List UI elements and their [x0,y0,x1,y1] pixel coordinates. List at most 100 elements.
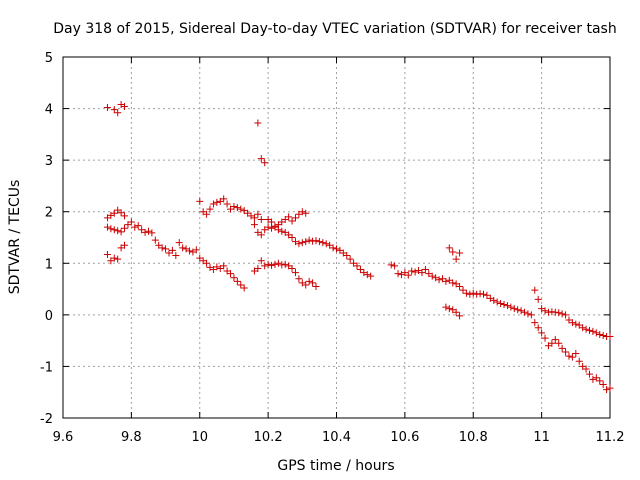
data-point [117,209,125,217]
data-point [203,259,211,267]
x-tick-labels: 9.6 9.8 10 10.2 10.4 10.6 10.8 11 11.2 [53,430,625,445]
data-point [315,238,323,246]
data-point [288,234,296,241]
data-point [592,329,600,337]
y-tick-label: -2 [40,412,53,427]
data-point [278,261,286,269]
data-point [589,327,597,335]
data-point [254,264,262,272]
data-point [213,198,221,206]
data-point [603,386,611,394]
data-point [114,227,122,235]
data-point [233,277,241,285]
data-point [103,251,111,259]
data-point [250,214,258,222]
data-point [298,239,306,247]
data-point [534,324,542,332]
x-tick-label: 10.8 [459,430,488,445]
data-point [476,290,484,298]
y-tick-label: -1 [40,360,53,375]
data-point [192,246,200,254]
data-point [179,244,187,252]
data-point [257,215,265,223]
data-point [117,228,125,236]
data-point [291,214,299,222]
data-point [524,310,532,318]
y-tick-label: 2 [45,206,53,221]
data-point [329,244,337,252]
data-point [131,223,139,231]
data-point [110,254,118,262]
data-point [227,270,235,278]
data-point [534,295,542,303]
data-point [223,200,231,208]
data-point [295,275,303,283]
data-point [175,239,183,247]
data-point [271,260,279,268]
data-point [305,277,313,285]
data-point [220,262,228,270]
data-point [288,264,296,272]
data-point [456,282,464,290]
data-point [302,281,310,289]
data-point [562,311,570,319]
y-tick-labels: -2 -1 0 1 2 3 4 5 [40,51,53,427]
data-point [127,218,135,226]
data-point [408,267,416,275]
data-point [121,103,129,111]
data-point [442,303,450,311]
data-point [568,353,576,361]
data-point [322,240,330,248]
data-point [510,305,518,313]
data-point [599,331,607,339]
y-tick-label: 3 [45,154,53,169]
data-point [582,365,590,373]
data-point [585,326,593,334]
data-point [562,348,570,356]
data-point [568,319,576,327]
data-point [538,329,546,337]
data-point [421,265,429,273]
data-point [391,262,399,270]
data-point [435,276,443,284]
data-point [445,244,453,252]
data-point [134,222,142,230]
data-point [172,252,180,260]
data-point [493,298,501,306]
data-point [257,231,265,239]
data-point [480,290,488,298]
data-point [298,208,306,216]
data-point [305,236,313,244]
data-point [572,350,580,358]
data-point [110,209,118,217]
data-point [278,227,286,235]
data-point [531,286,539,294]
data-point [230,203,238,211]
x-axis-title: GPS time / hours [277,458,394,474]
x-tick-label: 11.2 [596,430,625,445]
data-point [151,236,159,244]
data-point [213,263,221,271]
data-point [144,227,152,235]
data-point [490,296,498,304]
data-point [521,308,529,316]
y-tick-label: 4 [45,103,53,118]
data-point [261,262,269,270]
data-point [606,333,614,341]
data-point [237,281,245,289]
chart-title: Day 318 of 2015, Sidereal Day-to-day VTE… [53,21,616,37]
data-point [473,290,481,298]
data-point [565,352,573,360]
axis-ticks [62,56,611,419]
data-point [110,226,118,234]
y-tick-label: 5 [45,51,53,66]
data-point [107,225,115,233]
x-tick-label: 10.6 [390,430,419,445]
x-tick-label: 10.4 [322,430,351,445]
data-point [500,301,508,309]
data-point [558,310,566,318]
data-point [466,290,474,298]
x-tick-label: 10.2 [254,430,283,445]
data-point [503,302,511,310]
